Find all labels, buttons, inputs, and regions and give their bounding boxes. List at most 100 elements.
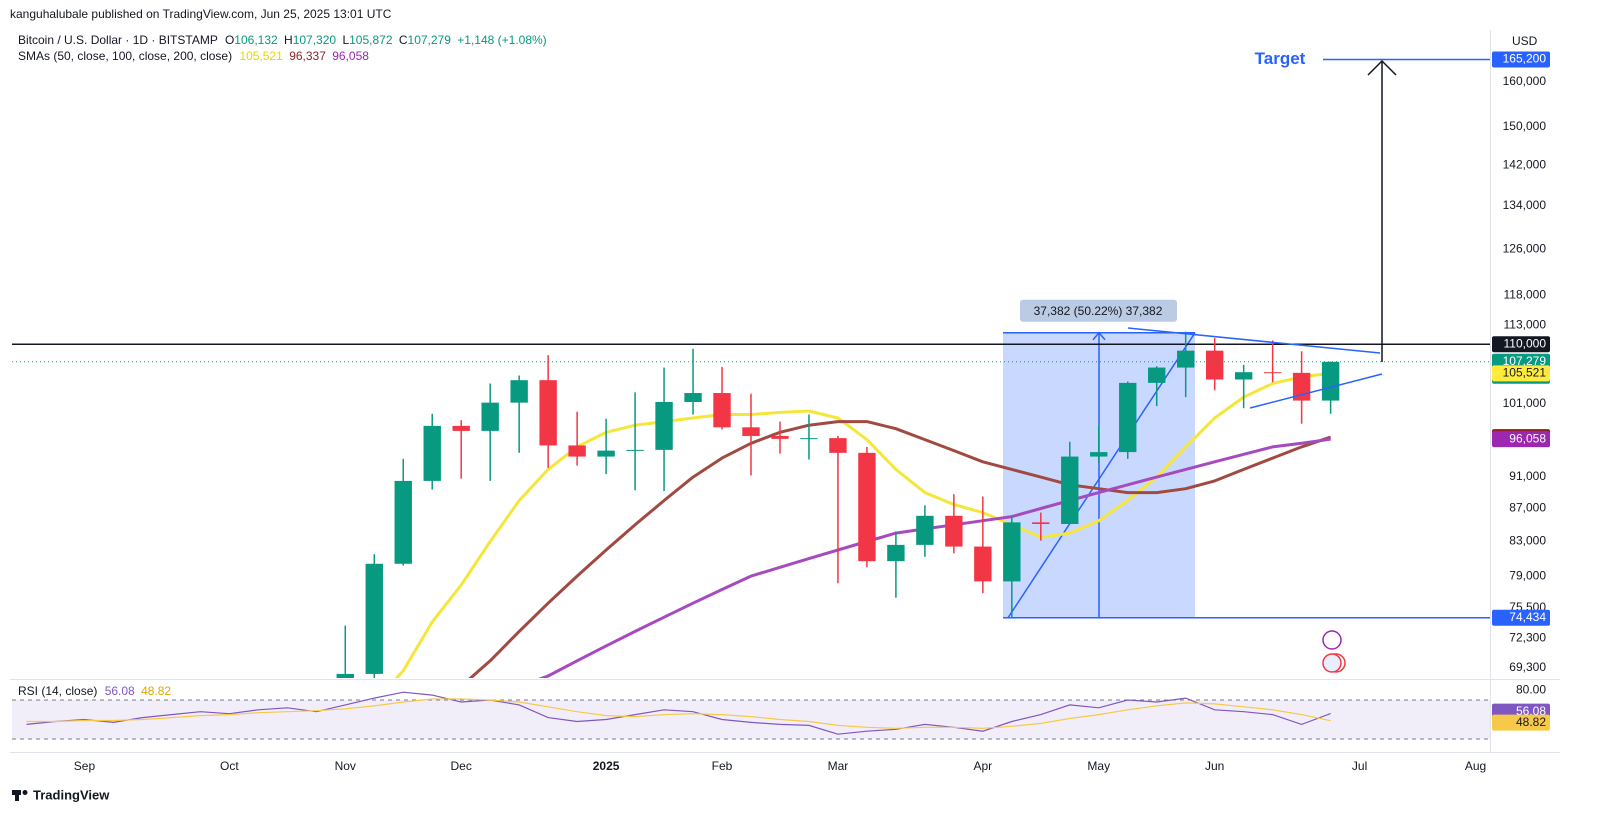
ohlc-key: O (225, 33, 234, 47)
candle-body (452, 425, 470, 431)
y-tick-label: 72,300 (1509, 630, 1546, 644)
rsi-pane (12, 691, 1490, 740)
candle-body (713, 393, 731, 428)
candle-body (336, 673, 354, 678)
x-tick-label: Nov (335, 759, 356, 773)
candle-body (1119, 382, 1137, 453)
x-tick-label: Mar (828, 759, 849, 773)
candle-body (539, 380, 557, 446)
candle-body (481, 402, 499, 431)
y-tick-label: 113,000 (1504, 318, 1547, 332)
x-tick-label: May (1087, 759, 1110, 773)
symbol-line: Bitcoin / U.S. Dollar · 1D · BITSTAMP O1… (18, 33, 547, 47)
indicator-value: 96,337 (289, 49, 326, 63)
price-box (1492, 609, 1550, 626)
candle-body (1205, 350, 1224, 380)
candle-body (771, 435, 789, 439)
candle-body (1321, 361, 1340, 401)
x-tick-label: Sep (74, 759, 96, 773)
x-tick-label: Jun (1205, 759, 1224, 773)
rsi-title: RSI (14, close) (18, 684, 97, 698)
candle-body (597, 450, 615, 457)
x-tick-label: Dec (451, 759, 472, 773)
x-tick-label: Oct (220, 759, 239, 773)
candle-body (829, 438, 847, 453)
measure-label-box (1020, 299, 1177, 322)
candle-body (974, 546, 992, 582)
y-tick-label: 83,000 (1509, 534, 1546, 548)
symbol: Bitcoin / U.S. Dollar · 1D · BITSTAMP (18, 33, 218, 47)
candle-body (423, 425, 441, 481)
candle-body (626, 449, 644, 451)
logo (15, 790, 19, 801)
y-tick-label: 150,000 (1503, 119, 1547, 133)
price-box-label: 107,279 (1503, 354, 1547, 368)
measure-arrow-head (1092, 331, 1106, 341)
rsi-value-box (1492, 714, 1550, 731)
y-tick-label: 160,000 (1503, 74, 1547, 88)
event-icon (1322, 653, 1342, 673)
sma-line (468, 420, 1332, 678)
ohlc-key: H (284, 33, 293, 47)
candle-body (365, 563, 383, 674)
price-box-label: 74,434 (1509, 610, 1546, 624)
candle-body (887, 544, 905, 562)
rsi-value-label: 56.08 (1516, 704, 1546, 718)
ohlc-value: 107,279 (408, 33, 452, 47)
rsi-tick-label: 80.00 (1516, 682, 1546, 696)
brand: TradingView (33, 787, 110, 802)
rsi-line (26, 698, 1331, 729)
price-box (1492, 365, 1550, 382)
y-tick-label: 142,000 (1503, 158, 1547, 172)
candle-body (858, 452, 876, 562)
y-tick-label: 126,000 (1503, 241, 1547, 255)
event-icon (1322, 630, 1342, 650)
target-arrow-head (1367, 59, 1397, 76)
time-axis: Sep Oct Nov Dec 2025 Feb Mar Apr May Jun Jul Aug (74, 759, 1486, 773)
publisher: kanguhalubale published on TradingView.c… (10, 7, 392, 21)
candle-body (1148, 367, 1166, 383)
price-box-label: 105,521 (1503, 366, 1547, 380)
candle-body (1061, 456, 1079, 524)
rsi-value-label: 48.82 (1516, 715, 1546, 729)
x-tick-label: 2025 (593, 759, 620, 773)
rsi-title-line: RSI (14, close) 56.08 48.82 (18, 684, 171, 698)
candle-body (800, 438, 818, 440)
sma-line (394, 371, 1331, 678)
rsi-value: 56.08 (105, 684, 135, 698)
y-tick-label: 118,000 (1504, 287, 1547, 301)
target-label: Target (1255, 49, 1306, 68)
y-tick-label: 101,000 (1503, 396, 1547, 410)
candle-body (684, 393, 702, 402)
indicator-line: SMAs (50, close, 100, close, 200, close)… (18, 49, 369, 63)
x-tick-label: Jul (1352, 759, 1367, 773)
candle-body (655, 401, 673, 450)
candle-body (1032, 522, 1050, 524)
ohlc-key: L (342, 33, 349, 47)
candle-body (1003, 522, 1021, 582)
candle-body (394, 480, 412, 564)
candle-body (916, 515, 934, 545)
rsi-line (26, 691, 1331, 735)
sma-line (538, 437, 1331, 678)
footer: TradingView (12, 787, 110, 802)
indicator-value: 96,058 (332, 49, 369, 63)
price-box (1492, 431, 1550, 448)
currency: USD (1512, 34, 1538, 48)
price-axis: 160,000 150,000 142,000 134,000 126,000 118,0… (1492, 51, 1550, 674)
indicator-value: 105,521 (239, 49, 283, 63)
price-box (1492, 51, 1550, 68)
logo (22, 790, 28, 795)
candle-body (1177, 350, 1195, 368)
ohlc-value: 105,872 (349, 33, 393, 47)
ohlc-value: 106,132 (234, 33, 278, 47)
price-pane (12, 58, 1490, 678)
price-box-label: 96,058 (1509, 431, 1546, 445)
price-box-label: 110,000 (1504, 336, 1547, 350)
indicator: SMAs (50, close, 100, close, 200, close) (18, 49, 232, 63)
candle-body (945, 515, 963, 547)
x-tick-label: Apr (973, 759, 992, 773)
candle-body (742, 427, 760, 436)
